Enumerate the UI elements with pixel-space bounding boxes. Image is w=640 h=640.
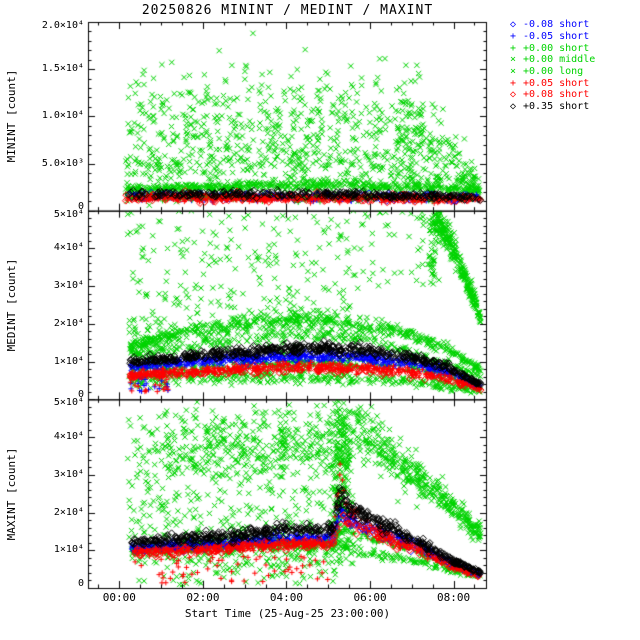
y-tick-label: 2.0×10⁴: [41, 20, 84, 31]
x-axis-title: Start Time (25-Aug-25 23:00:00): [184, 607, 391, 620]
y-tick-label: 4×10⁴: [53, 431, 84, 443]
legend-item: ◇ -0.08 short: [506, 19, 595, 31]
legend-item: + -0.05 short: [506, 31, 595, 43]
diamond-icon: ◇: [509, 89, 517, 101]
x-tick-label: 06:00: [353, 591, 387, 604]
legend-item: × +0.00 middle: [506, 54, 595, 66]
x-tick-label: 08:00: [437, 591, 471, 604]
y-tick-label: 4×10⁴: [53, 242, 84, 254]
legend-label: +0.08 short: [523, 89, 590, 101]
y-tick-label: 2×10⁴: [53, 506, 84, 518]
y-tick-label: 3×10⁴: [53, 468, 84, 480]
chart-title: 20250826 MININT / MEDINT / MAXINT: [141, 3, 434, 18]
legend-label: +0.00 long: [523, 66, 584, 78]
y-tick-label: 0: [77, 389, 84, 401]
legend-label: -0.05 short: [523, 31, 590, 43]
legend-label: +0.05 short: [523, 77, 590, 89]
y-tick-label: 0: [77, 200, 84, 212]
x-tick-label: 02:00: [186, 591, 220, 604]
y-tick-label: 5×10⁴: [53, 208, 84, 220]
plus-icon: +: [509, 77, 517, 89]
y-tick-label: 5.0×10³: [41, 157, 84, 169]
diamond-icon: ◇: [509, 101, 517, 113]
y-tick-label: 1.0×10⁴: [41, 110, 84, 122]
cross-icon: ×: [509, 54, 517, 66]
cross-icon: ×: [509, 66, 517, 78]
legend: ◇ -0.08 short + -0.05 short + +0.00 short × +0.…: [506, 19, 595, 113]
y-tick-label: 1×10⁴: [53, 355, 84, 367]
y-axis-label-medint: MEDINT [count]: [5, 258, 18, 352]
y-tick-label: 3×10⁴: [53, 280, 84, 292]
plus-icon: +: [509, 31, 517, 43]
legend-item: × +0.00 long: [506, 66, 595, 78]
y-tick-label: 1.5×10⁴: [41, 63, 84, 75]
y-axis-label-maxint: MAXINT [count]: [5, 447, 18, 541]
y-tick-label: 2×10⁴: [53, 317, 84, 329]
y-tick-label: 5×10⁴: [53, 397, 84, 409]
y-tick-label: 0: [77, 578, 84, 589]
plus-icon: +: [509, 42, 517, 54]
legend-label: +0.00 middle: [523, 54, 596, 66]
legend-item: ◇ +0.35 short: [506, 101, 595, 113]
legend-label: +0.00 short: [523, 42, 590, 54]
legend-label: -0.08 short: [523, 19, 590, 31]
legend-item: ◇ +0.08 short: [506, 89, 595, 101]
y-tick-label: 1×10⁴: [53, 544, 84, 556]
x-tick-label: 00:00: [102, 591, 136, 604]
legend-item: + +0.05 short: [506, 77, 595, 89]
diamond-icon: ◇: [509, 19, 517, 31]
x-tick-label: 04:00: [269, 591, 304, 604]
legend-label: +0.35 short: [523, 101, 590, 113]
legend-item: + +0.00 short: [506, 42, 595, 54]
